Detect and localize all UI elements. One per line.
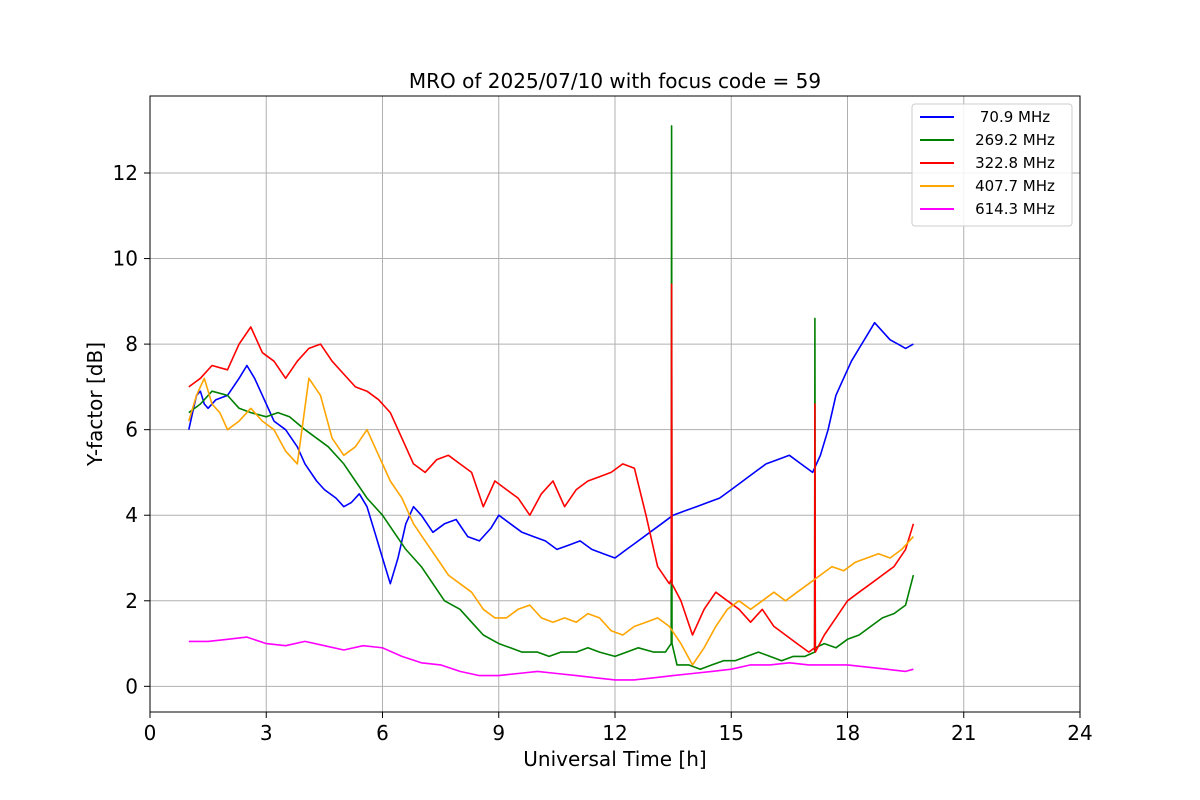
legend-label-3: 407.7 MHz bbox=[975, 177, 1055, 195]
x-tick-label-7: 21 bbox=[951, 721, 976, 745]
series-layer bbox=[188, 125, 915, 681]
y-tick-label-1: 2 bbox=[125, 589, 138, 613]
legend: 70.9 MHz 269.2 MHz 322.8 MHz 407.7 MHz 614.3… bbox=[911, 103, 1073, 227]
legend-frame bbox=[911, 103, 1073, 227]
x-tick-label-4: 12 bbox=[602, 721, 627, 745]
y-axis-ticks: 0 2 4 6 8 10 12 bbox=[113, 161, 150, 698]
series-line-2 bbox=[188, 283, 915, 653]
y-tick-label-0: 0 bbox=[125, 674, 138, 698]
y-tick-label-4: 8 bbox=[125, 332, 138, 356]
series-line-3 bbox=[188, 377, 914, 666]
legend-label-4: 614.3 MHz bbox=[975, 200, 1055, 218]
chart-title: MRO of 2025/07/10 with focus code = 59 bbox=[409, 69, 821, 93]
y-tick-label-3: 6 bbox=[125, 418, 138, 442]
series-line-4 bbox=[188, 636, 914, 681]
x-tick-label-1: 3 bbox=[260, 721, 273, 745]
legend-label-0: 70.9 MHz bbox=[980, 108, 1050, 126]
x-axis-label: Universal Time [h] bbox=[523, 747, 706, 771]
x-axis-ticks: 0 3 6 9 12 15 18 21 24 bbox=[144, 712, 1093, 745]
legend-label-2: 322.8 MHz bbox=[975, 154, 1055, 172]
x-tick-label-0: 0 bbox=[144, 721, 157, 745]
x-tick-label-3: 9 bbox=[492, 721, 505, 745]
y-axis-label: Y-factor [dB] bbox=[83, 342, 107, 467]
legend-label-1: 269.2 MHz bbox=[975, 131, 1055, 149]
y-tick-label-2: 4 bbox=[125, 503, 138, 527]
x-tick-label-6: 18 bbox=[835, 721, 860, 745]
x-tick-label-8: 24 bbox=[1067, 721, 1092, 745]
y-tick-label-6: 12 bbox=[113, 161, 138, 185]
x-tick-label-5: 15 bbox=[719, 721, 744, 745]
x-tick-label-2: 6 bbox=[376, 721, 389, 745]
y-tick-label-5: 10 bbox=[113, 247, 138, 271]
